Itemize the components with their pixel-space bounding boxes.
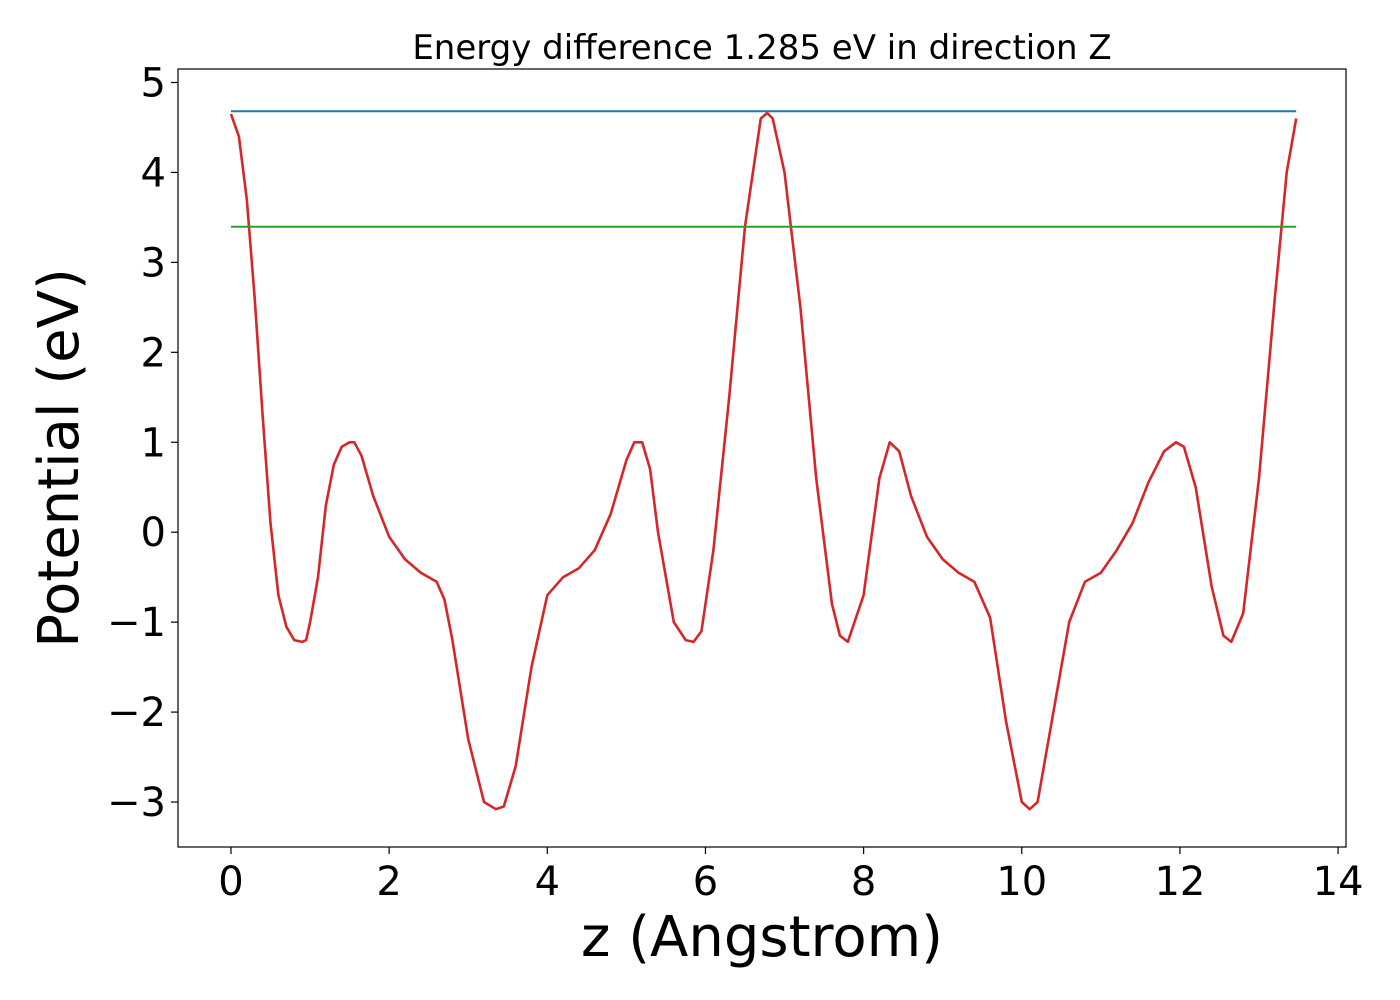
series-layer (229, 110, 1298, 811)
x-tick-label: 6 (693, 859, 718, 905)
x-tick-label: 10 (996, 859, 1047, 905)
y-tick-label: 0 (141, 510, 166, 556)
plot-frame (177, 68, 1347, 848)
y-tick-label: 2 (141, 330, 166, 376)
x-axis: 0 2 4 6 8 10 12 14 (218, 847, 1364, 905)
x-tick-label: 14 (1313, 859, 1364, 905)
y-tick-label: 1 (141, 420, 166, 466)
y-tick-label: −1 (107, 600, 166, 646)
x-axis-label: z (Angstrom) (581, 905, 943, 970)
plot-background (178, 69, 1346, 847)
series-line-0 (229, 111, 1298, 811)
y-tick-label: −3 (107, 780, 166, 826)
y-tick-label: −2 (107, 690, 166, 736)
x-tick-label: 0 (218, 859, 243, 905)
y-tick-label: 3 (141, 240, 166, 286)
x-tick-label: 12 (1154, 859, 1205, 905)
y-axis: −3 −2 −1 0 1 2 3 4 5 (107, 60, 178, 826)
y-tick-label: 4 (141, 150, 166, 196)
x-tick-label: 8 (851, 859, 876, 905)
y-tick-label: 5 (141, 60, 166, 106)
y-axis-label: Potential (eV) (27, 268, 92, 648)
chart-title: Energy difference 1.285 eV in direction … (412, 28, 1111, 68)
x-tick-label: 2 (376, 859, 401, 905)
x-tick-label: 4 (535, 859, 560, 905)
